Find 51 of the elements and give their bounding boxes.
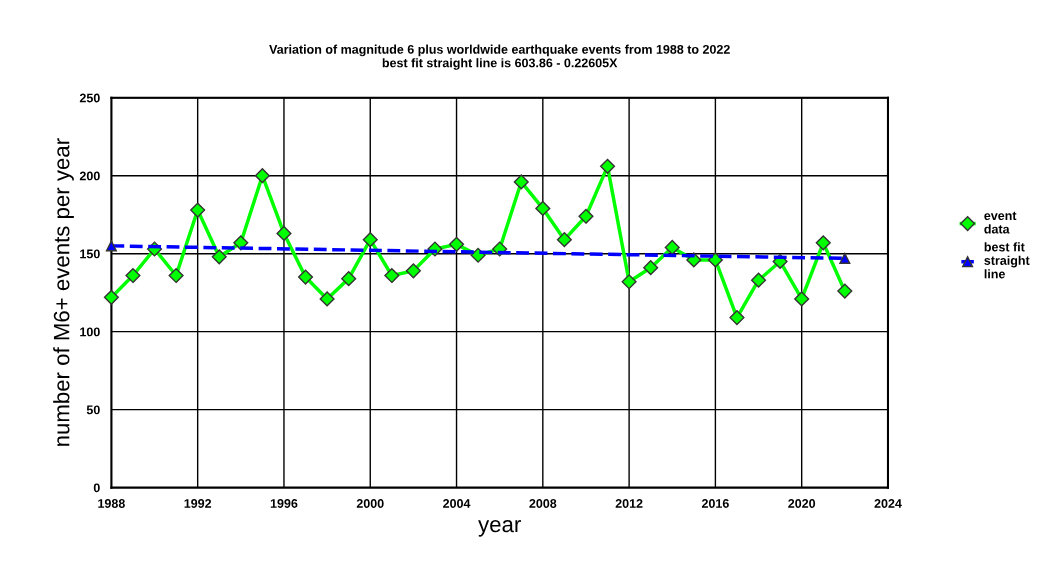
point: [190, 202, 206, 218]
point: [535, 200, 551, 217]
point: [815, 235, 831, 251]
y-tick-label: 50: [86, 405, 100, 415]
x-tick-label: 2024: [874, 499, 902, 508]
point: [125, 267, 141, 284]
point: [448, 236, 465, 252]
point: [276, 225, 292, 241]
point: [105, 240, 117, 252]
y-tick-label: 200: [79, 171, 100, 181]
x-tick-label: 2016: [701, 499, 729, 508]
point: [837, 283, 853, 299]
point: [384, 267, 400, 284]
point: [599, 158, 616, 174]
point: [319, 291, 335, 307]
point: [621, 274, 637, 290]
chart-title: Variation of magnitude 6 plus worldwide earthquake events from 1988 to 2022 best fit straight line is 603.86 - 0.22605X: [269, 44, 730, 70]
x-axis-title: year: [478, 520, 521, 537]
point: [254, 168, 270, 184]
point: [664, 239, 680, 256]
y-tick-label: 250: [79, 93, 100, 103]
legend-label: best fit straight line: [984, 242, 1030, 279]
point: [578, 208, 594, 224]
point: [839, 252, 851, 264]
point: [643, 260, 659, 276]
point: [707, 252, 723, 268]
point: [103, 289, 119, 305]
x-tick-label: 2000: [356, 499, 384, 508]
point: [794, 291, 810, 307]
x-tick-label: 2008: [529, 499, 557, 508]
point: [729, 310, 745, 326]
y-tick-label: 0: [93, 483, 100, 493]
x-tick-label: 2020: [788, 499, 816, 508]
point: [405, 263, 421, 279]
point: [750, 272, 767, 288]
point: [556, 232, 572, 248]
x-tick-label: 1988: [98, 499, 125, 508]
y-tick-label: 150: [80, 249, 100, 259]
x-tick-label: 1992: [184, 499, 212, 508]
y-tick-label: 100: [80, 327, 100, 337]
x-tick-label: 1996: [270, 499, 298, 508]
point: [362, 232, 378, 248]
x-tick-label: 2004: [443, 499, 471, 508]
y-axis-title: number of M6+ events per year: [53, 138, 74, 446]
point: [341, 271, 357, 287]
point: [513, 174, 529, 190]
x-tick-label: 2012: [615, 499, 643, 508]
point: [211, 249, 227, 265]
point: [297, 269, 314, 285]
legend-label: event data: [984, 211, 1017, 234]
point: [168, 267, 184, 284]
